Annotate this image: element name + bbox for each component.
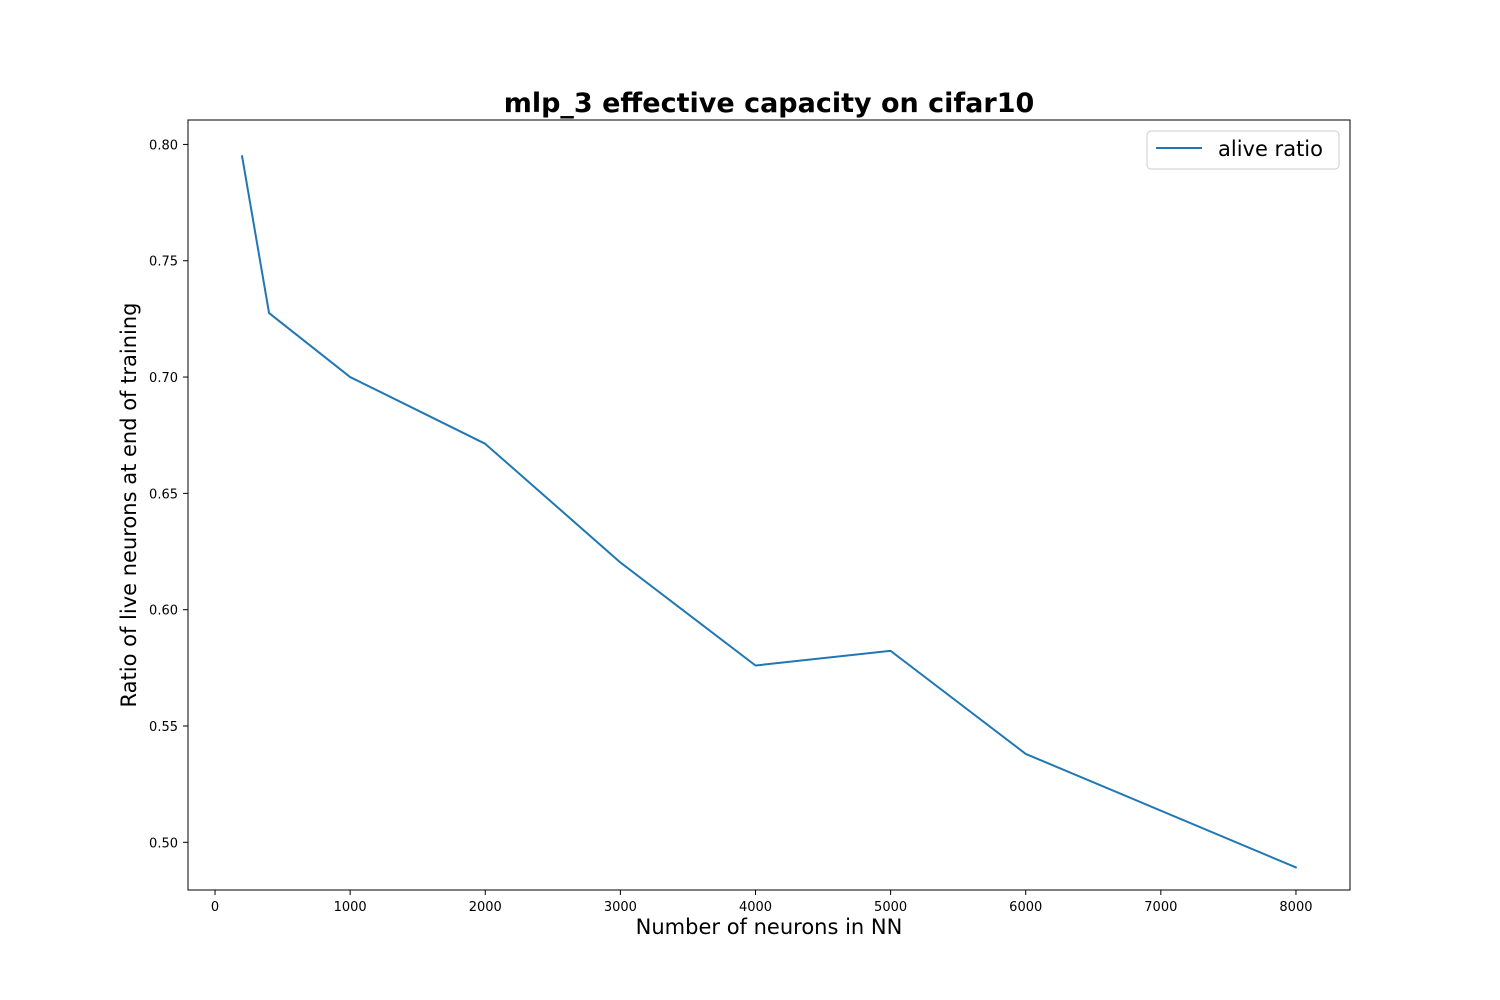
y-tick-label: 0.65 — [149, 487, 178, 502]
y-tick-label: 0.60 — [149, 604, 178, 619]
data-point — [347, 374, 353, 380]
x-tick-label: 2000 — [469, 900, 502, 915]
x-tick-label: 8000 — [1279, 900, 1312, 915]
data-point — [239, 153, 245, 159]
data-point — [617, 559, 623, 565]
y-tick-label: 0.80 — [149, 138, 178, 153]
x-tick-label: 0 — [211, 900, 219, 915]
data-point — [482, 441, 488, 447]
x-tick-label: 4000 — [739, 900, 772, 915]
plot-frame — [187, 119, 1351, 891]
plot-area — [187, 119, 1351, 891]
y-tick-label: 0.70 — [149, 371, 178, 386]
y-axis-ticks: 0.50 0.55 0.60 0.65 0.70 0.75 0.80 — [149, 138, 188, 851]
legend-label: alive ratio — [1218, 137, 1323, 161]
series-line-0 — [241, 155, 1297, 869]
y-tick-label: 0.50 — [149, 836, 178, 851]
data-point — [266, 310, 272, 316]
data-point — [1023, 751, 1029, 757]
data-point — [1293, 864, 1299, 870]
x-tick-label: 5000 — [874, 900, 907, 915]
x-tick-label: 7000 — [1144, 900, 1177, 915]
x-tick-label: 1000 — [334, 900, 367, 915]
x-tick-label: 6000 — [1009, 900, 1042, 915]
x-axis-title: Number of neurons in NN — [636, 915, 903, 939]
y-tick-label: 0.75 — [149, 255, 178, 270]
legend: alive ratio — [1146, 130, 1340, 170]
data-point — [752, 663, 758, 669]
x-axis-ticks: 0 1000 2000 3000 4000 5000 6000 7000 8000 — [211, 890, 1313, 915]
legend-box — [1146, 130, 1340, 170]
plot-background — [188, 120, 1350, 890]
data-point — [888, 648, 894, 654]
chart-title: mlp_3 effective capacity on cifar10 — [504, 88, 1035, 119]
series-layer — [239, 153, 1299, 870]
x-tick-label: 3000 — [604, 900, 637, 915]
y-tick-label: 0.55 — [149, 720, 178, 735]
y-axis-title: Ratio of live neurons at end of training — [117, 303, 141, 708]
